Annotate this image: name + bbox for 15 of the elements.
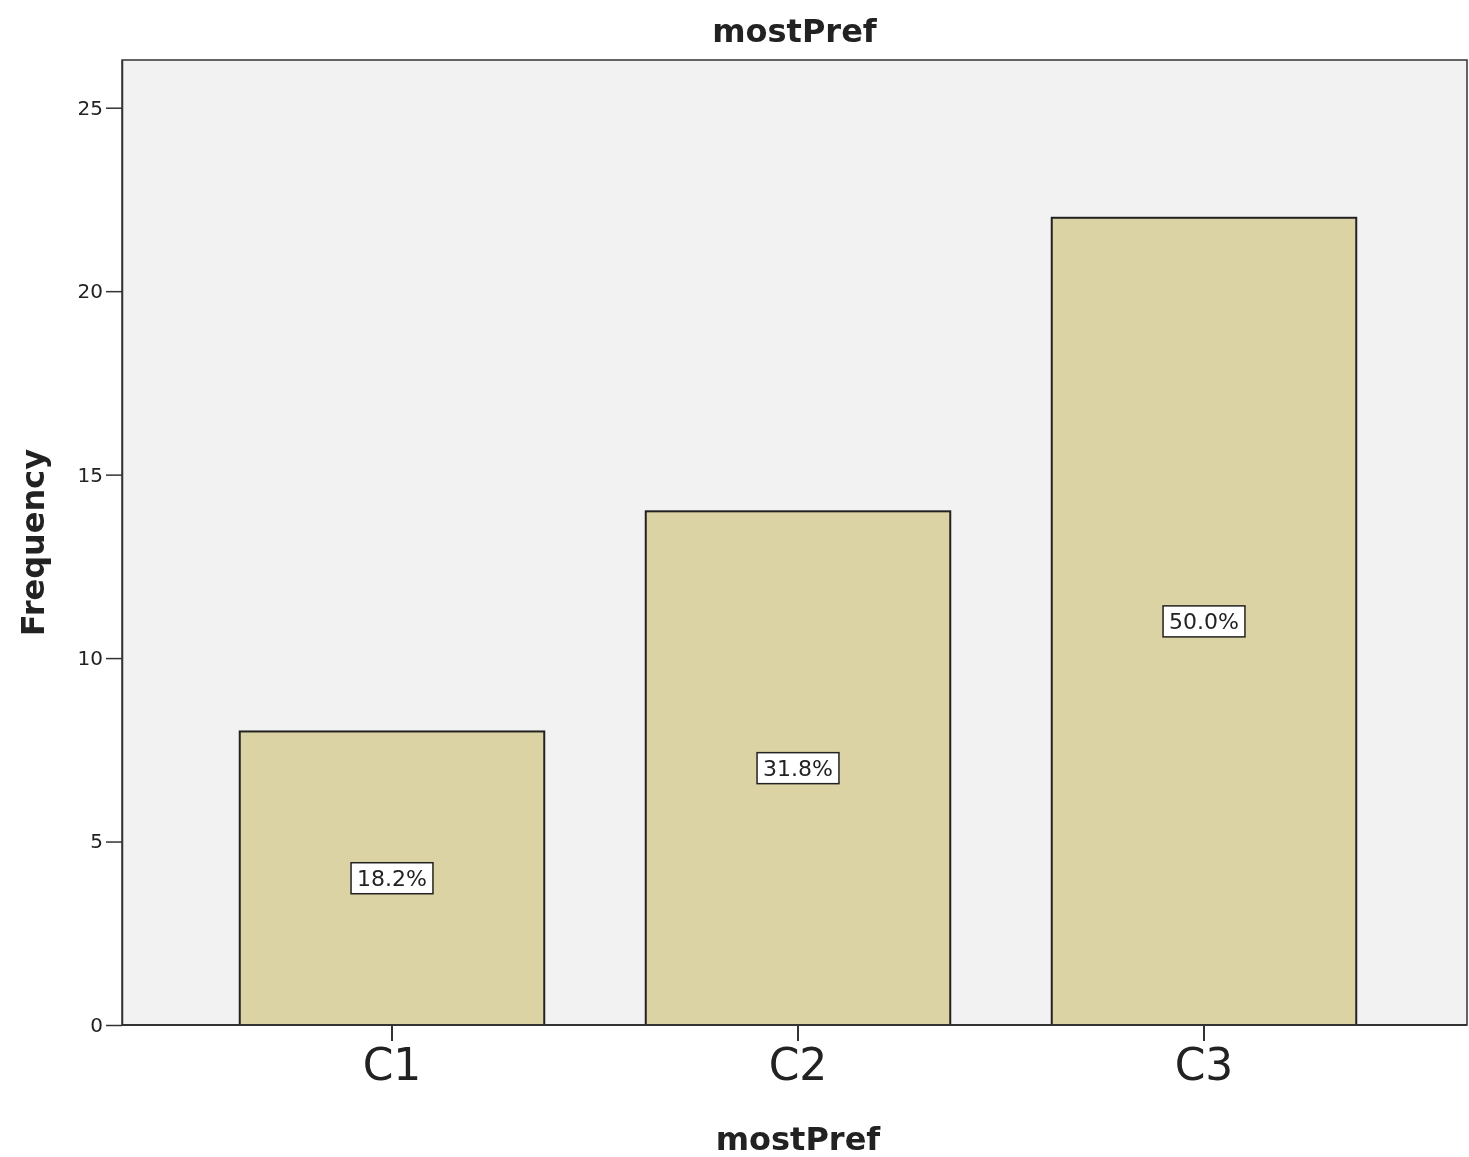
y-axis-title: Frequency [14,448,52,637]
x-tick-label: C1 [362,1039,422,1091]
x-tick-label: C2 [768,1039,828,1091]
y-tick-label: 20 [77,279,103,304]
x-tick-label: C3 [1174,1039,1234,1091]
y-tick-label: 25 [77,95,103,120]
chart-title: mostPref [712,12,878,50]
annotation: 50.0% [1169,608,1239,634]
x-axis-title: mostPref [715,1120,882,1157]
y-tick-label: 5 [90,829,103,854]
annotation: 31.8% [763,755,833,781]
y-tick-label: 0 [90,1012,103,1037]
y-tick-label: 15 [77,462,103,487]
y-tick-label: 10 [77,645,103,670]
annotation: 18.2% [357,865,427,891]
